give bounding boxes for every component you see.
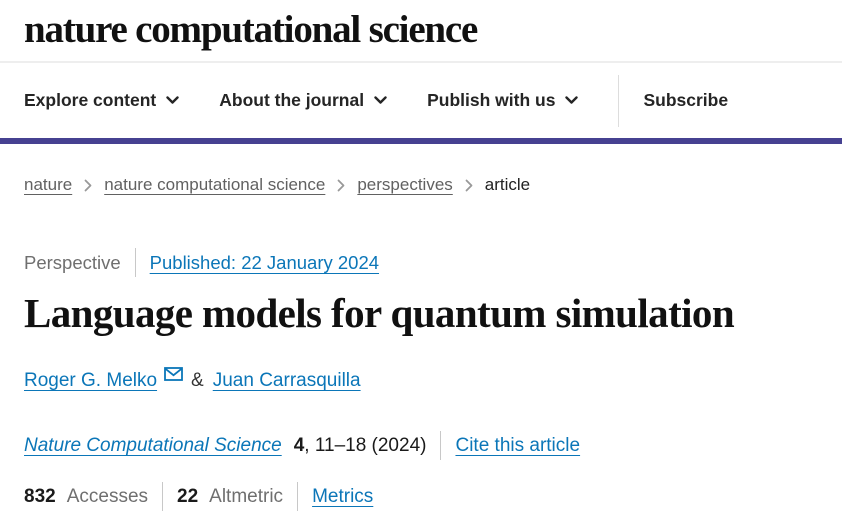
metrics-link[interactable]: Metrics (312, 485, 374, 507)
author-link-roger-melko[interactable]: Roger G. Melko (24, 370, 158, 391)
chevron-right-icon (337, 179, 345, 192)
brand-color-bar (0, 138, 842, 144)
article-type-label: Perspective (24, 251, 121, 273)
citation-divider (440, 431, 442, 460)
nav-item-label: About the journal (219, 90, 365, 110)
metrics-divider (162, 482, 164, 511)
citation-row: Nature Computational Science 4 , 11–18 (… (24, 431, 818, 460)
subscribe-button[interactable]: Subscribe (643, 90, 729, 110)
chevron-right-icon (84, 179, 92, 192)
altmetric-label: Altmetric (209, 485, 284, 507)
page-range: , 11–18 (2024) (304, 434, 427, 456)
chevron-right-icon (465, 179, 473, 192)
nav-divider (618, 74, 620, 127)
breadcrumb-link-nature[interactable]: nature (24, 175, 73, 194)
authors-separator: & (191, 370, 204, 391)
nav-publish-with-us[interactable]: Publish with us (427, 90, 579, 111)
altmetric-count: 22 (177, 485, 199, 507)
chevron-down-icon (166, 96, 179, 105)
breadcrumb: nature nature computational science pers… (24, 174, 818, 196)
accesses-label: Accesses (66, 485, 149, 507)
article-meta-row: Perspective Published: 22 January 2024 (24, 248, 818, 277)
cite-this-article-link[interactable]: Cite this article (455, 434, 581, 456)
nav-item-label: Explore content (24, 90, 157, 110)
accesses-count: 832 (24, 485, 56, 507)
author-link-juan-carrasquilla[interactable]: Juan Carrasquilla (212, 370, 361, 391)
chevron-down-icon (565, 96, 579, 105)
published-date-link[interactable]: Published: 22 January 2024 (149, 251, 380, 273)
chevron-down-icon (374, 96, 387, 105)
journal-link[interactable]: Nature Computational Science (24, 434, 282, 456)
page-title: Language models for quantum simulation (24, 290, 735, 336)
volume-number: 4 (293, 434, 305, 456)
nav-about-journal[interactable]: About the journal (219, 90, 387, 111)
breadcrumb-link-journal[interactable]: nature computational science (104, 175, 326, 194)
nav-explore-content[interactable]: Explore content (24, 90, 179, 111)
nav-item-label: Publish with us (427, 90, 556, 110)
journal-logo[interactable]: nature computational science (24, 8, 478, 51)
breadcrumb-link-perspectives[interactable]: perspectives (357, 175, 453, 194)
main-nav: Explore content About the journal Publis… (0, 63, 842, 138)
authors-row: Roger G. Melko & Juan Carrasquilla (24, 367, 818, 395)
email-envelope-icon[interactable] (164, 367, 183, 381)
metrics-divider (297, 482, 299, 511)
article-header: nature nature computational science pers… (0, 174, 842, 511)
breadcrumb-current-article: article (484, 175, 531, 194)
metrics-row: 832 Accesses 22 Altmetric Metrics (24, 482, 818, 511)
masthead: nature computational science (0, 0, 842, 63)
meta-divider (134, 248, 136, 277)
